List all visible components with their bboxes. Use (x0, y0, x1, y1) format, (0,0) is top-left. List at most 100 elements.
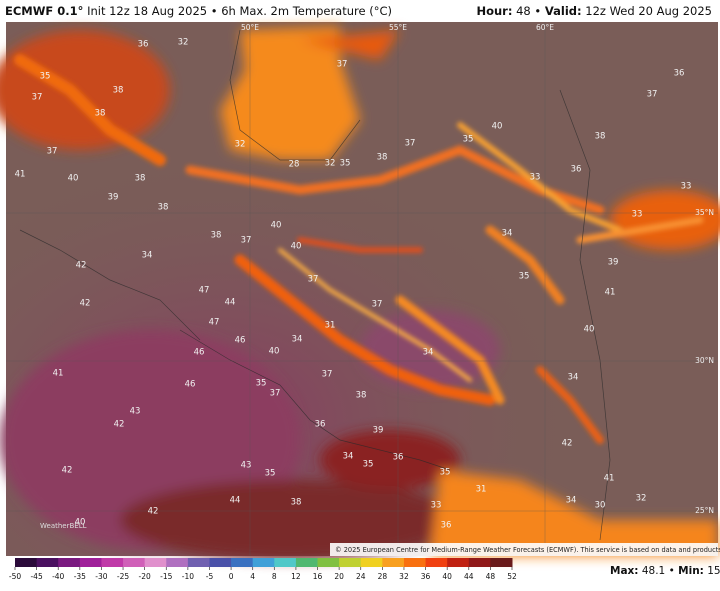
colorbar-segment (339, 558, 362, 567)
temperature-label: 31 (325, 321, 336, 331)
separator: • (534, 4, 542, 18)
temperature-label: 39 (108, 193, 119, 203)
colorbar-tick-label: 0 (229, 572, 234, 581)
temperature-label: 37 (47, 147, 58, 157)
temperature-label: 34 (568, 373, 579, 383)
copyright: © 2025 European Centre for Medium-Range … (335, 546, 720, 554)
temperature-label: 38 (158, 203, 169, 213)
temperature-label: 42 (80, 299, 91, 309)
temperature-label: 35 (40, 72, 51, 82)
colorbar-tick-label: 44 (464, 572, 474, 581)
temperature-label: 41 (15, 170, 26, 180)
colorbar-tick-label: 36 (421, 572, 431, 581)
hour: 48 (516, 4, 531, 18)
temperature-label: 32 (178, 38, 189, 48)
temperature-label: 36 (138, 40, 149, 50)
temperature-label: 40 (291, 242, 302, 252)
temperature-label: 32 (636, 494, 647, 504)
temperature-label: 41 (53, 369, 64, 379)
header-right: Hour: 48 • Valid: 12z Wed 20 Aug 2025 (476, 4, 712, 18)
colorbar-tick-label: 12 (291, 572, 301, 581)
temperature-label: 40 (492, 122, 503, 132)
colorbar-segment (15, 558, 38, 567)
temperature-label: 30 (595, 501, 606, 511)
copyright-bg (330, 543, 718, 556)
hour-label: Hour: (476, 4, 513, 18)
map-field (0, 22, 720, 560)
temperature-label: 35 (463, 135, 474, 145)
temperature-label: 44 (225, 298, 236, 308)
temperature-label: 41 (604, 474, 615, 484)
temperature-label: 43 (130, 407, 141, 417)
colorbar-tick-label: 20 (334, 572, 344, 581)
temperature-label: 42 (62, 466, 73, 476)
temperature-label: 35 (440, 468, 451, 478)
colorbar-segment (274, 558, 297, 567)
temperature-label: 34 (292, 335, 303, 345)
colorbar-segment (360, 558, 383, 567)
max: 48.1 (642, 565, 665, 577)
gridline-label: 50°E (241, 23, 259, 32)
colorbar-tick-label: 40 (442, 572, 452, 581)
temperature-label: 37 (270, 389, 281, 399)
gridline-label: 55°E (389, 23, 407, 32)
temperature-label: 33 (530, 173, 541, 183)
temperature-label: 40 (584, 325, 595, 335)
temperature-label: 40 (68, 174, 79, 184)
colorbar-segment (447, 558, 470, 567)
colorbar-tick-label: 32 (399, 572, 409, 581)
colorbar-segment (403, 558, 427, 567)
temperature-label: 38 (95, 109, 106, 119)
temperature-label: 37 (337, 60, 348, 70)
temperature-label: 34 (502, 229, 513, 239)
temperature-label: 36 (441, 521, 452, 531)
colorbar-tick-label: -30 (95, 572, 107, 581)
colorbar-segment (187, 558, 210, 567)
temperature-label: 46 (194, 348, 205, 358)
temperature-label: 36 (674, 69, 685, 79)
temperature-label: 37 (32, 93, 43, 103)
temperature-label: 36 (393, 453, 404, 463)
colorbar-tick-label: 28 (378, 572, 388, 581)
colorbar-segment (101, 558, 124, 567)
colorbar-tick-label: 24 (356, 572, 366, 581)
temperature-label: 42 (114, 420, 125, 430)
temperature-label: 35 (519, 272, 530, 282)
temperature-label: 37 (372, 300, 383, 310)
temperature-label: 37 (241, 236, 252, 246)
temperature-label: 40 (75, 518, 86, 528)
colorbar-tick-label: -15 (160, 572, 172, 581)
temperature-label: 38 (377, 153, 388, 163)
colorbar-segment (166, 558, 189, 567)
temperature-label: 35 (256, 379, 267, 389)
colorbar-tick-label: -25 (117, 572, 129, 581)
temperature-label: 46 (185, 380, 196, 390)
model: ECMWF 0.1° (5, 4, 84, 18)
temperature-label: 38 (113, 86, 124, 96)
colorbar-segment (144, 558, 167, 567)
temperature-label: 34 (566, 496, 577, 506)
colorbar-segment (468, 558, 491, 567)
colorbar-segment (123, 558, 146, 567)
temperature-label: 37 (647, 90, 658, 100)
temperature-label: 38 (291, 498, 302, 508)
temperature-label: 36 (315, 420, 326, 430)
temperature-label: 35 (363, 460, 374, 470)
colorbar-segment (382, 558, 405, 567)
temperature-label: 43 (241, 461, 252, 471)
colorbar-tick-label: -35 (74, 572, 86, 581)
colorbar-tick-label: 48 (486, 572, 496, 581)
colorbar-segment (231, 558, 254, 567)
colorbar-tick-label: 8 (272, 572, 277, 581)
temperature-label: 38 (211, 231, 222, 241)
min-label: Min: (678, 565, 704, 577)
temperature-label: 40 (271, 221, 282, 231)
temperature-label: 42 (562, 439, 573, 449)
temperature-label: 38 (595, 132, 606, 142)
header-left: ECMWF 0.1° Init 12z 18 Aug 2025 • 6h Max… (5, 4, 392, 18)
temperature-label: 42 (76, 261, 87, 271)
colorbar-segment (79, 558, 102, 567)
max-label: Max: (610, 565, 639, 577)
colorbar-segment (252, 558, 275, 567)
